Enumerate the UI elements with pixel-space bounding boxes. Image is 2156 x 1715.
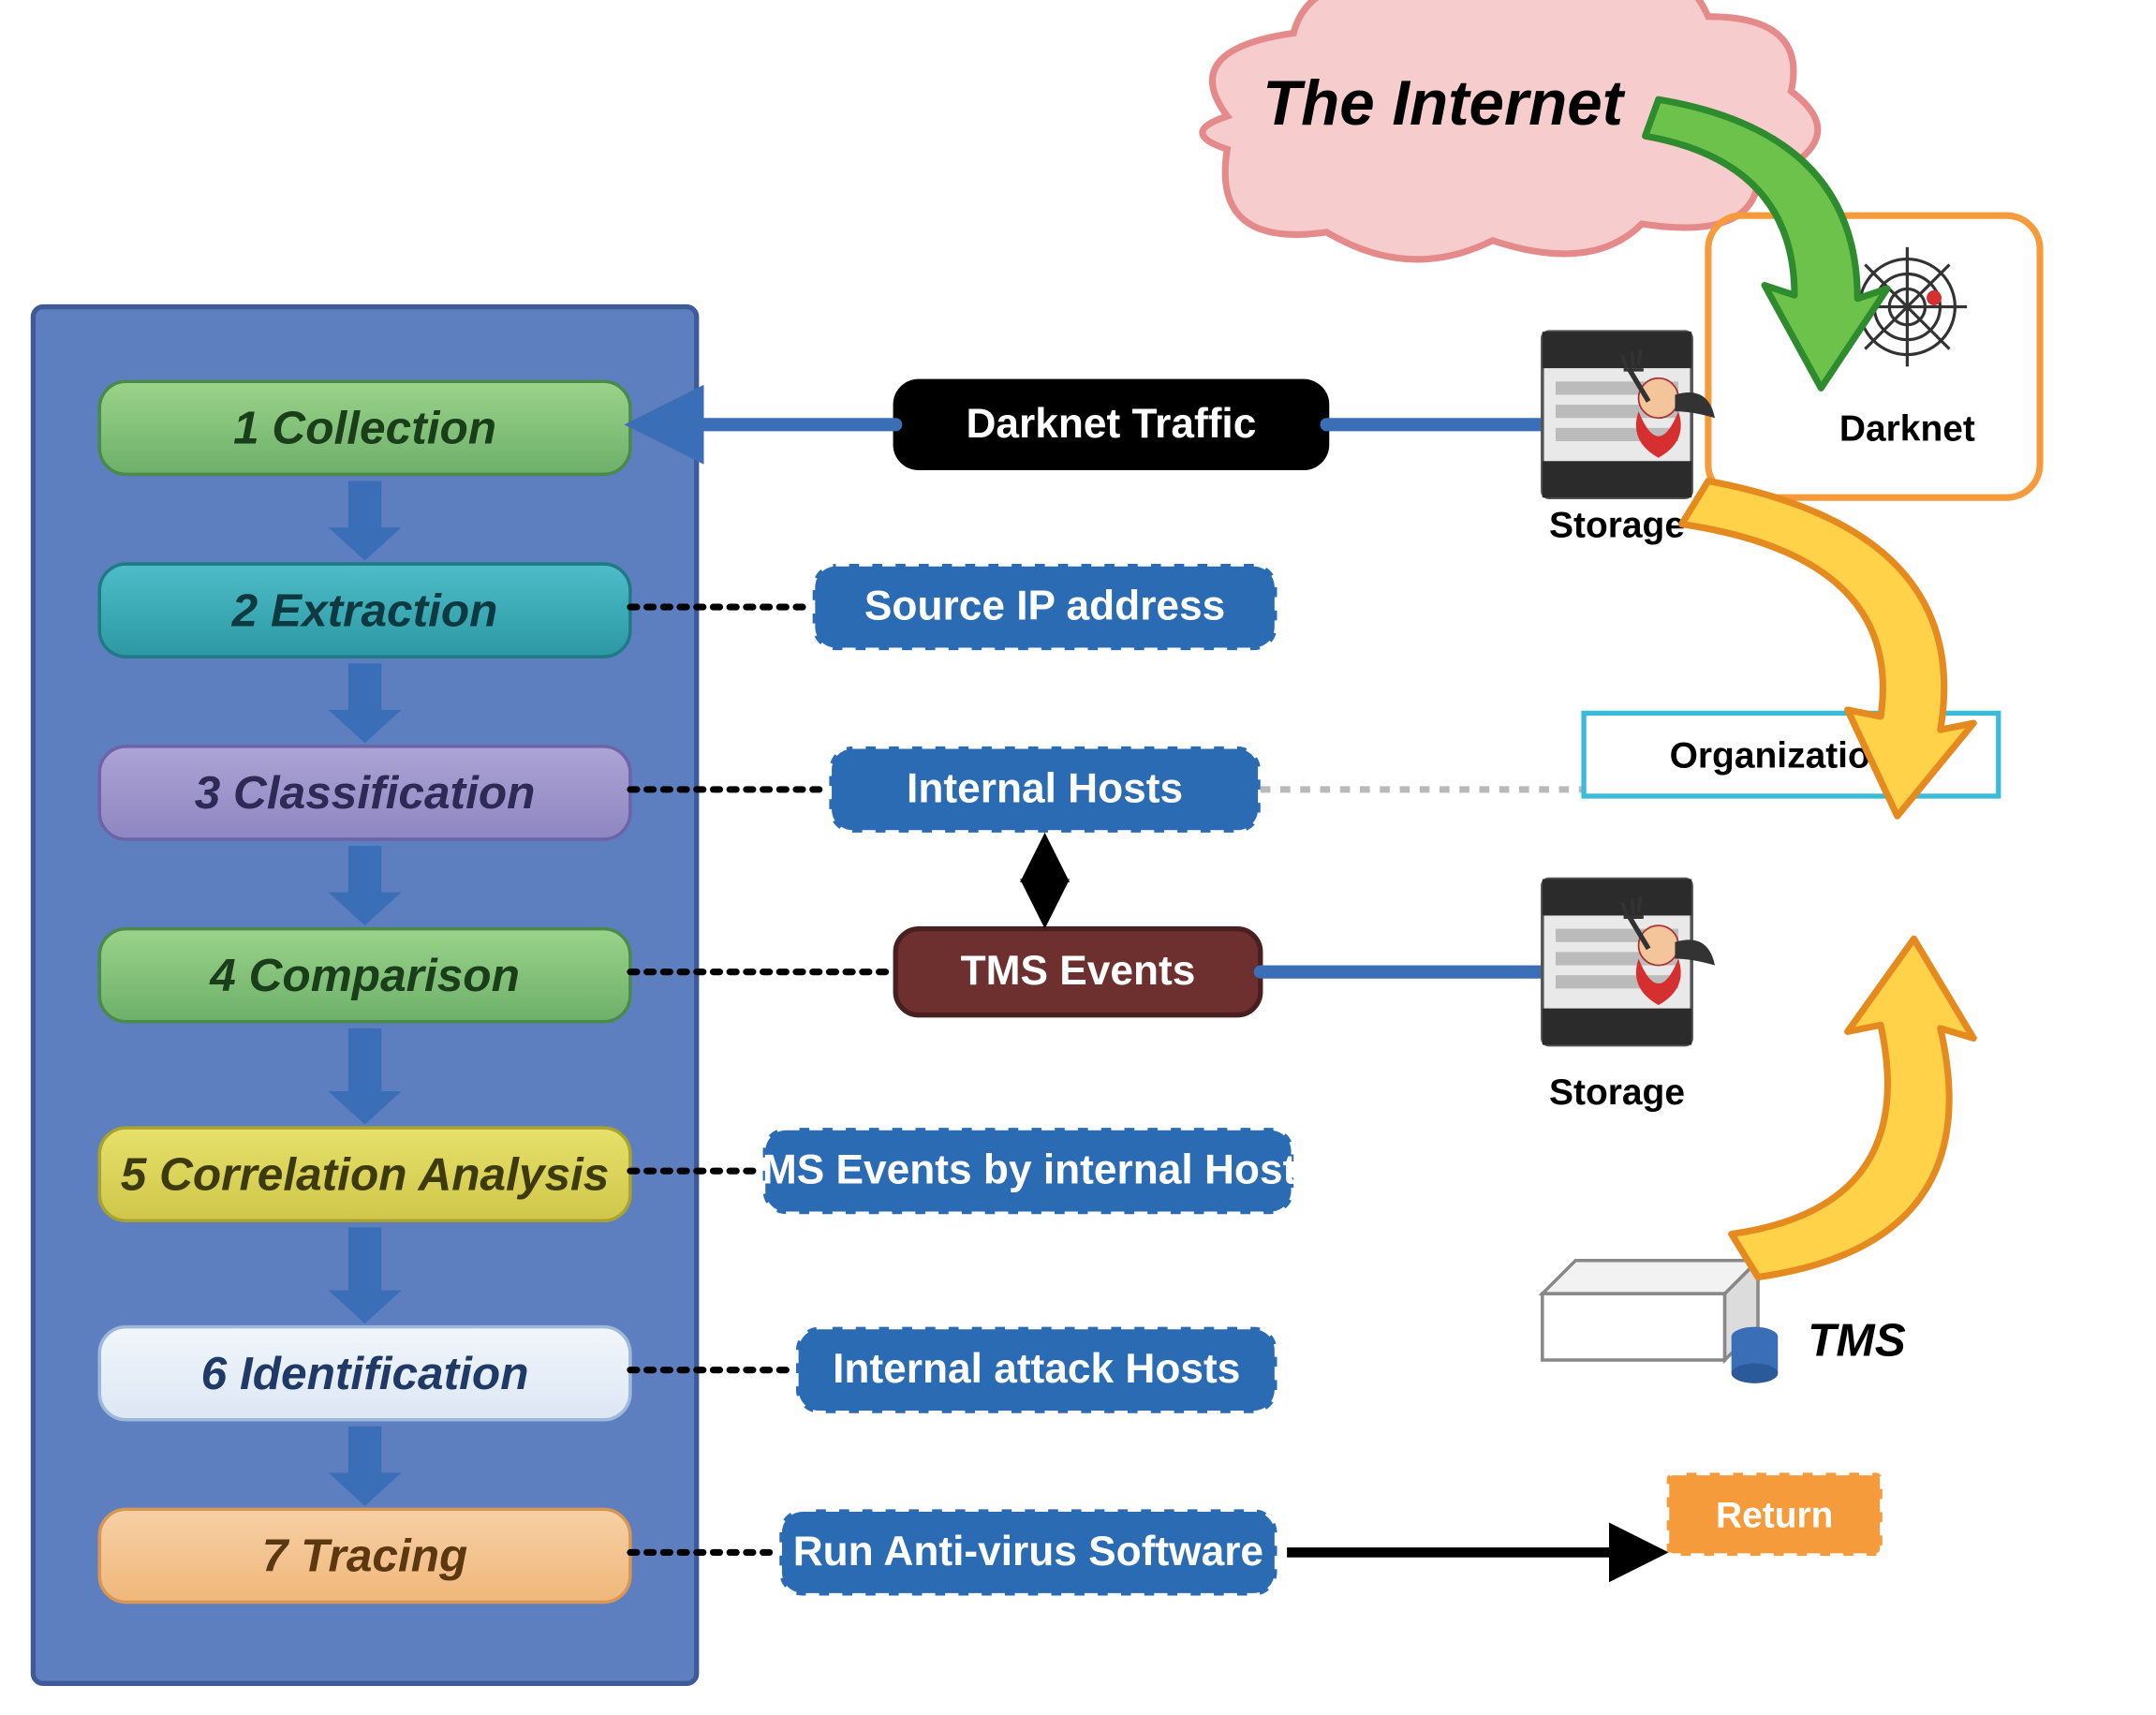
detail-tms-by-internal: TMS Events by internal Hosts	[737, 1128, 1320, 1214]
detail-internal-hosts: Internal Hosts	[829, 747, 1260, 833]
detail-internal-attack: Internal attack Hosts	[796, 1327, 1277, 1413]
step-label-tracing: 7 Tracing	[262, 1530, 468, 1582]
detail-label-darknet-traffic: Darknet Traffic	[966, 401, 1256, 447]
detail-label-internal-hosts: Internal Hosts	[907, 765, 1183, 811]
darknet-zone	[1708, 215, 2040, 497]
detail-source-ip: Source IP address	[813, 564, 1277, 650]
arrow-tms-to-storage2	[1732, 939, 1974, 1277]
storage-storage-1	[1543, 332, 1715, 497]
detail-label-source-ip: Source IP address	[864, 584, 1225, 629]
step-label-correlation: 5 Correlation Analysis	[121, 1147, 610, 1200]
detail-tms-events: TMS Events	[895, 929, 1261, 1015]
tms-appliance	[1543, 1261, 1778, 1383]
storage-storage-2-label: Storage	[1549, 1072, 1685, 1113]
step-label-collection: 1 Collection	[233, 401, 496, 453]
step-collection: 1 Collection	[99, 381, 630, 474]
return-label: Return	[1716, 1496, 1833, 1536]
detail-label-tms-events: TMS Events	[961, 948, 1196, 994]
storage-storage-2	[1543, 880, 1715, 1045]
step-label-comparison: 4 Comparison	[209, 949, 520, 1001]
step-extraction: 2 Extraction	[99, 564, 630, 657]
detail-label-tms-by-internal: TMS Events by internal Hosts	[737, 1147, 1320, 1193]
step-classification: 3 Classification	[99, 747, 630, 839]
step-correlation: 5 Correlation Analysis	[99, 1128, 630, 1220]
step-label-extraction: 2 Extraction	[231, 584, 498, 636]
step-comparison: 4 Comparison	[99, 929, 630, 1022]
step-tracing: 7 Tracing	[99, 1509, 630, 1602]
detail-darknet-traffic: Darknet Traffic	[895, 381, 1326, 467]
storage-storage-1-label: Storage	[1549, 505, 1685, 545]
darknet-label: Darknet	[1839, 409, 1975, 450]
detail-label-internal-attack: Internal attack Hosts	[833, 1346, 1240, 1392]
tms-label: TMS	[1808, 1313, 1906, 1366]
internet-cloud-label: The Internet	[1263, 68, 1626, 139]
detail-run-av: Run Anti-virus Software	[779, 1509, 1277, 1595]
detail-label-run-av: Run Anti-virus Software	[793, 1529, 1263, 1575]
step-identification: 6 Identification	[99, 1327, 630, 1420]
step-label-identification: 6 Identification	[201, 1347, 529, 1399]
step-label-classification: 3 Classification	[195, 766, 536, 819]
